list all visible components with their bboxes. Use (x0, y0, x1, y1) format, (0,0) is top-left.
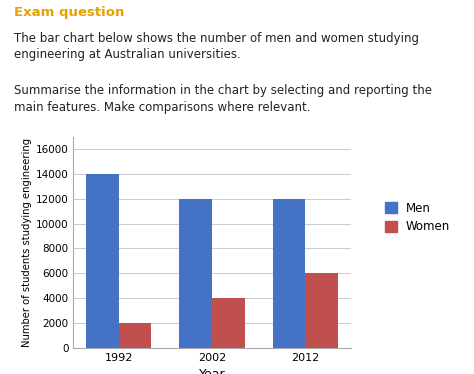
Bar (212, 298, 245, 348)
Text: Exam question: Exam question (14, 6, 125, 19)
Bar (180, 199, 212, 348)
Text: The bar chart below shows the number of men and women studying
engineering at Au: The bar chart below shows the number of … (14, 32, 419, 61)
Bar (86, 174, 119, 348)
Text: Summarise the information in the chart by selecting and reporting the
main featu: Summarise the information in the chart b… (14, 84, 432, 114)
Bar (273, 199, 305, 348)
Bar (305, 273, 338, 348)
Legend: Men, Women: Men, Women (385, 202, 450, 233)
X-axis label: Year: Year (199, 368, 226, 374)
Y-axis label: Number of students studying engineering: Number of students studying engineering (22, 138, 32, 347)
Bar (119, 323, 151, 348)
